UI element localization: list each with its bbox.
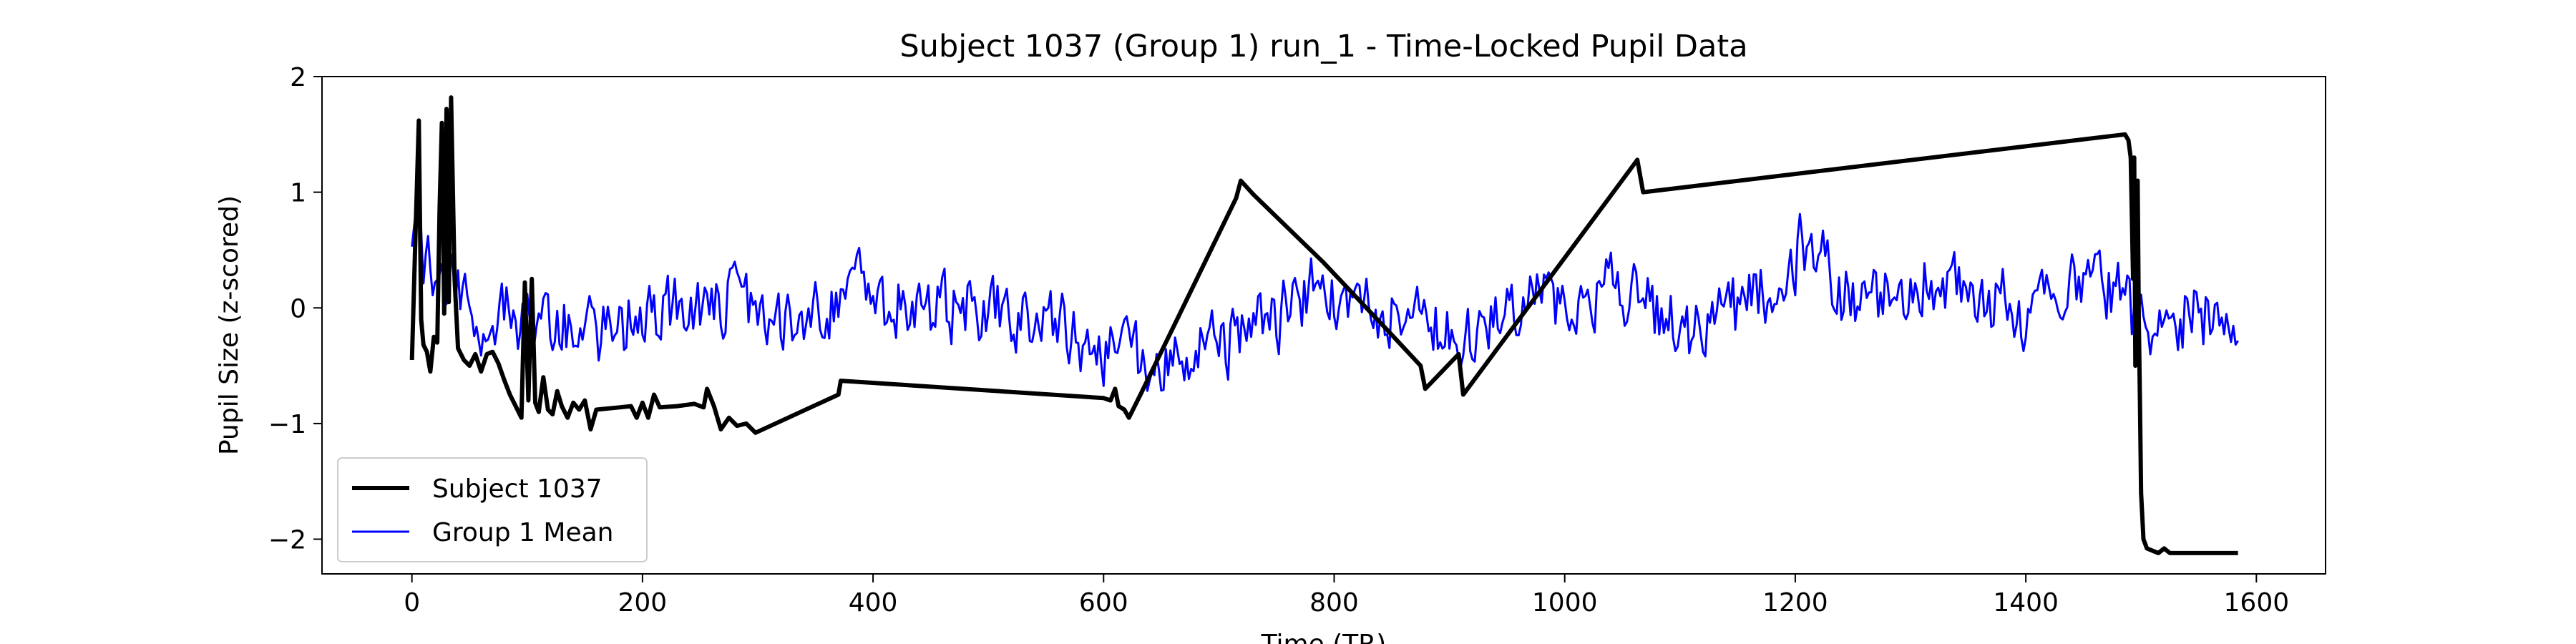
y-tick-label: 2 <box>290 63 306 92</box>
legend-box <box>337 457 648 562</box>
x-axis-label: Time (TR) <box>1261 630 1387 644</box>
legend: Subject 1037 Group 1 Mean <box>337 457 648 562</box>
x-tick-label: 1200 <box>1762 588 1828 618</box>
legend-label-group-mean: Group 1 Mean <box>432 518 613 547</box>
x-tick-label: 800 <box>1309 588 1359 618</box>
axes-frame <box>321 76 2326 575</box>
x-tick-label: 600 <box>1079 588 1128 618</box>
y-tick-label: −1 <box>268 410 306 439</box>
y-tick-label: 0 <box>290 294 306 323</box>
series-line-subject <box>409 95 2238 555</box>
chart-title: Subject 1037 (Group 1) run_1 - Time-Lock… <box>899 29 1747 64</box>
series-line-group-mean <box>411 201 2239 392</box>
y-axis-label: Pupil Size (z-scored) <box>215 195 244 455</box>
x-tick-label: 400 <box>849 588 898 618</box>
x-tick-label: 200 <box>618 588 668 618</box>
y-tick-label: 1 <box>290 179 306 208</box>
x-axis-ticks: 0 200 400 600 800 1000 1200 1400 1600 <box>404 574 2289 618</box>
plot-area <box>409 95 2239 555</box>
legend-label-subject: Subject 1037 <box>432 474 602 504</box>
x-tick-label: 1600 <box>2224 588 2290 618</box>
x-tick-label: 0 <box>404 588 420 618</box>
x-tick-label: 1400 <box>1993 588 2059 618</box>
x-tick-label: 1000 <box>1532 588 1598 618</box>
y-tick-label: −2 <box>268 526 306 555</box>
y-axis-ticks: −2 −1 0 1 2 <box>268 63 322 555</box>
